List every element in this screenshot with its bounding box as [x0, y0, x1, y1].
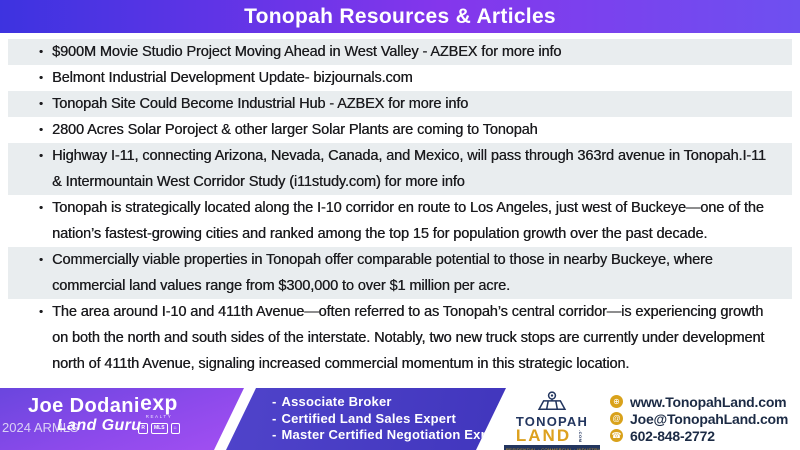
article-text: Belmont Industrial Development Update- b…	[52, 70, 413, 86]
list-item: • Tonopah is strategically located along…	[8, 195, 792, 247]
credential-dash: -	[272, 427, 277, 442]
tonopah-land-logo: TONOPAH LAND .COM RESIDENTIAL · COMMERCI…	[504, 391, 600, 450]
credentials-list: - Associate Broker - Certified Land Sale…	[272, 394, 506, 444]
mls-icon: MLS	[151, 423, 168, 434]
list-item: • Commercially viable properties in Tono…	[8, 247, 792, 299]
article-text: The area around I-10 and 411th Avenue—of…	[52, 304, 765, 372]
credentials-panel: - Associate Broker - Certified Land Sale…	[214, 388, 506, 450]
list-item: • 2800 Acres Solar Poroject & other larg…	[8, 117, 792, 143]
bullet-icon: •	[39, 202, 43, 214]
page-title: Tonopah Resources & Articles	[244, 4, 556, 28]
logo-tagline: RESIDENTIAL · COMMERCIAL · INDUSTRIAL · …	[504, 445, 600, 450]
globe-icon: ⊕	[610, 395, 623, 408]
list-item: • The area around I-10 and 411th Avenue—…	[8, 299, 792, 377]
logo-com-suffix: .COM	[578, 429, 584, 443]
email-icon: @	[610, 412, 623, 425]
credential-label: Associate Broker	[281, 394, 392, 409]
phone-icon: ☎	[610, 429, 623, 442]
website-link[interactable]: ⊕ www.TonopahLand.com	[610, 393, 788, 410]
article-list: • $900M Movie Studio Project Moving Ahea…	[8, 39, 792, 377]
bullet-icon: •	[39, 254, 43, 266]
logo-land-row: LAND .COM	[504, 426, 600, 445]
article-text: Tonopah Site Could Become Industrial Hub…	[52, 96, 469, 112]
exp-logo-text: exp	[140, 392, 178, 415]
email-link[interactable]: @ Joe@TonopahLand.com	[610, 410, 788, 427]
article-text: Tonopah is strategically located along t…	[52, 200, 764, 242]
phone-link[interactable]: ☎ 602-848-2772	[610, 427, 788, 444]
article-text: $900M Movie Studio Project Moving Ahead …	[52, 44, 562, 60]
bullet-icon: •	[39, 124, 43, 136]
bullet-icon: •	[39, 306, 43, 318]
website-text: www.TonopahLand.com	[630, 393, 787, 410]
list-item: • $900M Movie Studio Project Moving Ahea…	[8, 39, 792, 65]
list-item: • Highway I-11, connecting Arizona, Neva…	[8, 143, 792, 195]
article-text: 2800 Acres Solar Poroject & other larger…	[52, 122, 538, 138]
credential-item: - Associate Broker	[272, 394, 506, 411]
footer: Joe Dodani Land Guru 2024 ARMLS exp REAL…	[0, 388, 800, 450]
realtor-icon: R	[138, 423, 148, 434]
phone-text: 602-848-2772	[630, 427, 715, 444]
armls-watermark: 2024 ARMLS	[2, 420, 79, 435]
article-text: Commercially viable properties in Tonopa…	[52, 252, 713, 294]
credential-item: - Certified Land Sales Expert	[272, 411, 506, 428]
email-text: Joe@TonopahLand.com	[630, 410, 789, 427]
credential-dash: -	[272, 410, 277, 426]
credential-label: Master Certified Negotiation Expert	[281, 427, 506, 442]
agent-panel: Joe Dodani Land Guru 2024 ARMLS exp REAL…	[0, 388, 244, 450]
list-item: • Tonopah Site Could Become Industrial H…	[8, 91, 792, 117]
credential-item: - Master Certified Negotiation Expert	[272, 427, 506, 444]
credential-dash: -	[272, 394, 277, 409]
bullet-icon: •	[39, 98, 43, 110]
exp-realty-label: REALTY	[145, 414, 173, 419]
list-item: • Belmont Industrial Development Update-…	[8, 65, 792, 91]
contact-block: ⊕ www.TonopahLand.com @ Joe@TonopahLand.…	[610, 393, 788, 444]
agent-tagline: Land Guru	[57, 417, 142, 434]
header-banner: Tonopah Resources & Articles	[0, 0, 800, 33]
exp-realty-logo: exp REALTY R MLS ⌂	[129, 394, 189, 434]
credential-label: Certified Land Sales Expert	[281, 410, 456, 426]
agent-name: Joe Dodani	[28, 395, 140, 417]
equal-housing-icon: ⌂	[171, 423, 180, 434]
brokerage-badges: R MLS ⌂	[129, 423, 189, 434]
bullet-icon: •	[39, 46, 43, 58]
land-pin-icon	[537, 391, 567, 410]
logo-land-text: LAND	[515, 426, 572, 445]
logo-tonopah-text: TONOPAH	[515, 414, 589, 429]
bullet-icon: •	[39, 150, 43, 162]
article-text: Highway I-11, connecting Arizona, Nevada…	[52, 148, 766, 190]
bullet-icon: •	[39, 72, 43, 84]
